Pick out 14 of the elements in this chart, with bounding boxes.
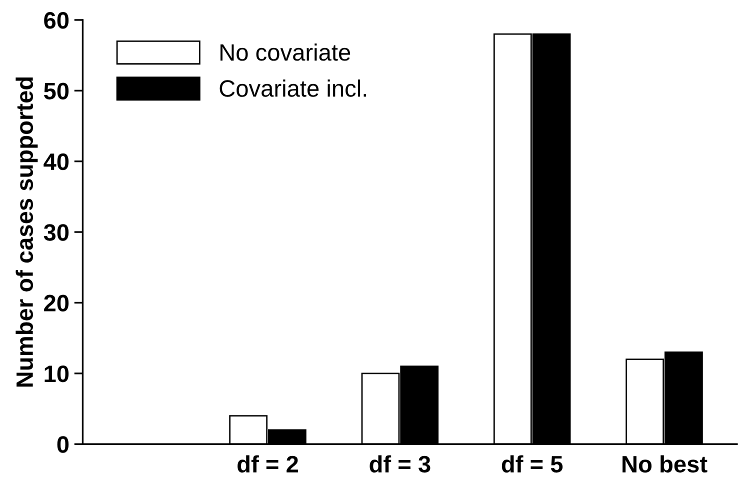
y-tick-label: 40 (44, 153, 69, 170)
y-tick-label: 20 (44, 294, 69, 312)
y-tick-label: 60 (44, 12, 69, 29)
x-tick-label: df = 2 (238, 455, 298, 473)
y-axis-title: Number of cases supported (16, 77, 38, 387)
x-tick-label: No best (622, 455, 708, 473)
y-tick-label: 50 (44, 82, 69, 100)
y-tick-label: 0 (57, 436, 69, 453)
legend-label: No covariate (220, 43, 350, 61)
x-tick-label: df = 5 (502, 455, 563, 473)
legend-label: Covariate incl. (220, 80, 366, 97)
y-tick-label: 10 (44, 365, 69, 382)
y-tick-label: 30 (44, 224, 69, 241)
x-tick-label: df = 3 (370, 455, 430, 473)
